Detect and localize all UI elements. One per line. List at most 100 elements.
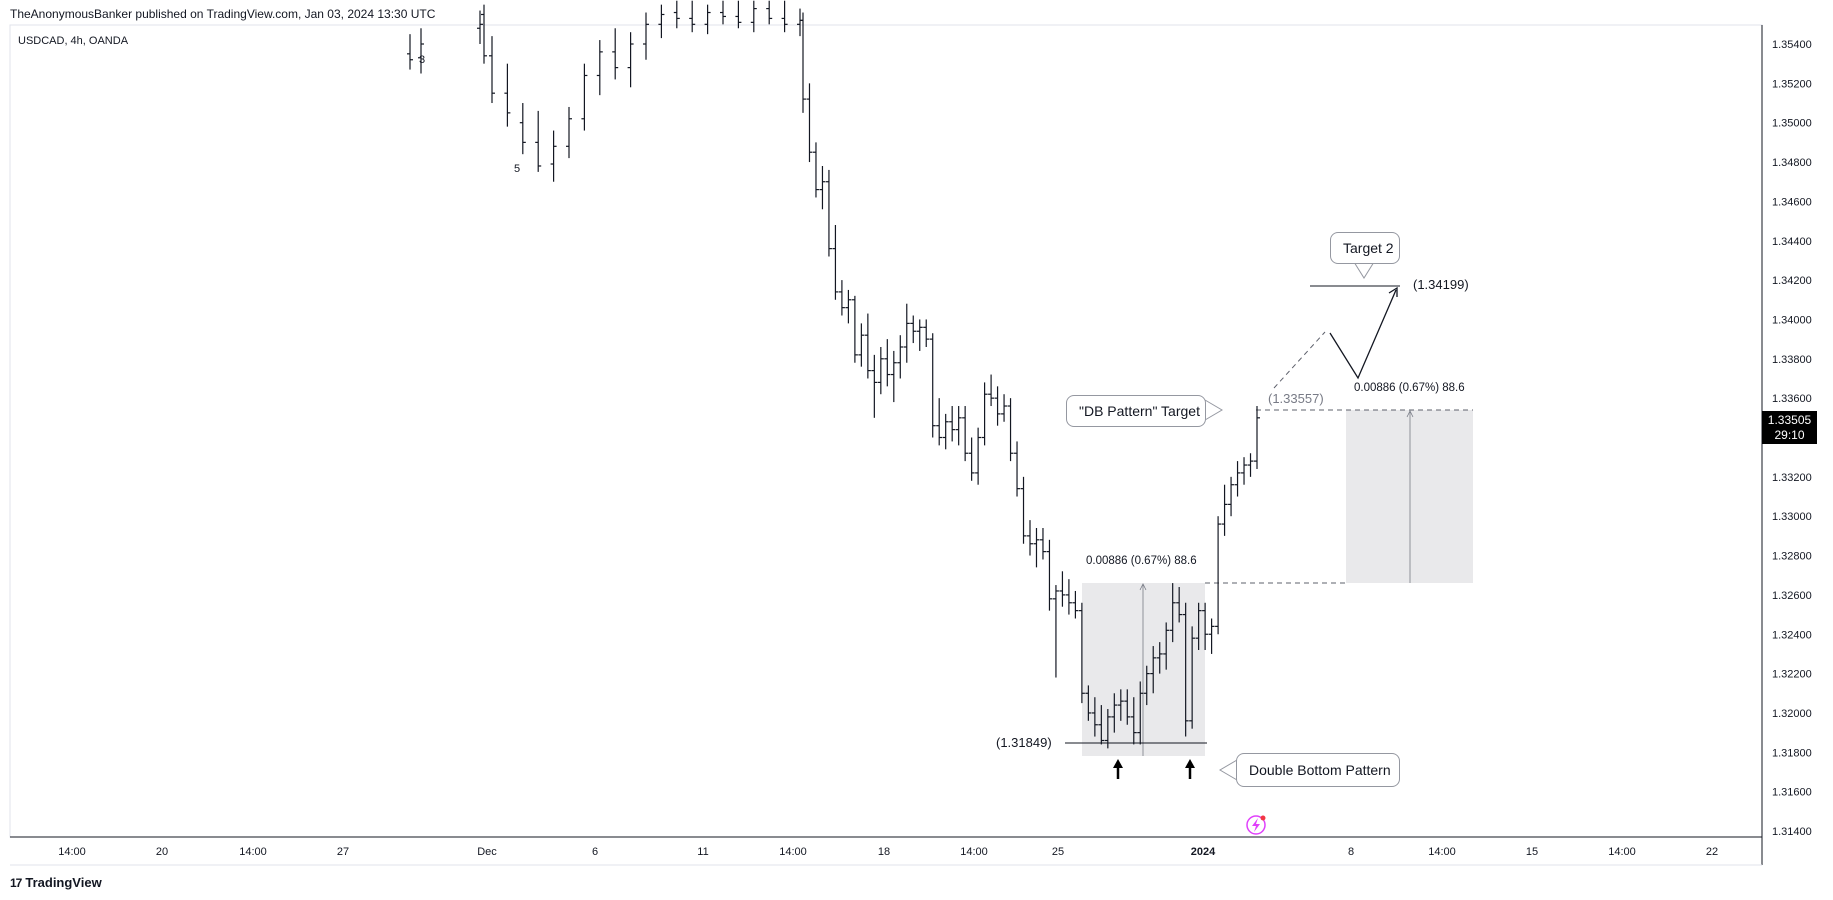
ohlc-bar (806, 83, 813, 163)
ohlc-bar (612, 28, 619, 80)
measure-box-left[interactable] (1082, 583, 1205, 756)
ohlc-bar (673, 0, 680, 29)
ohlc-bar (988, 374, 995, 407)
ohlc-bar (929, 333, 936, 438)
target2-price-label: (1.34199) (1413, 277, 1469, 292)
ohlc-bar (1104, 709, 1111, 749)
projection-zigzag[interactable] (1329, 289, 1397, 380)
ohlc-bar (704, 4, 711, 35)
ohlc-bar (627, 32, 634, 88)
projection-arrowhead (1388, 286, 1398, 297)
price-tick-label: 1.33600 (1772, 393, 1812, 405)
publish-info: TheAnonymousBanker published on TradingV… (10, 7, 436, 21)
price-tick-label: 1.33800 (1772, 354, 1812, 366)
price-tick-label: 1.34000 (1772, 314, 1812, 326)
ohlc-bar (858, 323, 865, 367)
tradingview-brand: TradingView (25, 875, 102, 890)
ohlc-bar (1033, 528, 1040, 568)
ohlc-bar (1014, 441, 1021, 497)
price-tick-label: 1.35400 (1772, 39, 1812, 51)
measure-right-label: 0.00886 (0.67%) 88.6 (1354, 382, 1465, 394)
ohlc-bar (890, 350, 897, 403)
price-tick-label: 1.35200 (1772, 78, 1812, 90)
ohlc-bar (1228, 476, 1235, 517)
arrow-up-icon (1113, 759, 1123, 779)
ohlc-bar (1065, 579, 1072, 615)
ohlc-bar (864, 313, 871, 379)
ohlc-bar (851, 295, 858, 363)
ohlc-bar (1111, 693, 1118, 733)
ohlc-bar (1221, 484, 1228, 536)
price-tick-label: 1.32200 (1772, 669, 1812, 681)
ohlc-bar (877, 346, 884, 395)
tradingview-logo[interactable]: 17 TradingView (10, 875, 102, 890)
projection-dashed[interactable] (1273, 331, 1326, 389)
measure-box-right[interactable] (1346, 410, 1473, 583)
time-tick-label: 14:00 (1608, 846, 1636, 858)
ohlc-bar (643, 12, 649, 60)
ohlc-bar (936, 398, 943, 446)
ohlc-bar (1130, 697, 1137, 745)
ohlc-bar (1001, 394, 1008, 422)
db-target-price-label: (1.33557) (1268, 391, 1324, 406)
plot-frame (9, 24, 1763, 838)
ohlc-bar (1241, 457, 1248, 485)
ohlc-bar (596, 40, 603, 96)
ohlc-bar (1085, 685, 1092, 721)
ohlc-bar (1195, 602, 1202, 650)
price-tick-label: 1.33000 (1772, 511, 1812, 523)
ohlc-bar (1143, 665, 1150, 706)
current-price: 1.33505 (1767, 413, 1812, 427)
time-tick-label: 14:00 (779, 846, 807, 858)
price-tick-label: 1.32000 (1772, 708, 1812, 720)
ohlc-bar (1117, 689, 1124, 721)
ohlc-bar (750, 0, 757, 33)
time-tick-label: 15 (1526, 846, 1538, 858)
ohlc-bar (407, 34, 413, 70)
ohlc-bar (1176, 587, 1183, 623)
ohlc-bar (949, 406, 956, 442)
ohlc-bar (481, 4, 487, 64)
ohlc-bar (550, 130, 557, 182)
ohlc-bar (1020, 476, 1027, 544)
ohlc-bar (1234, 461, 1241, 497)
db-target-callout[interactable]: "DB Pattern" Target (1066, 395, 1206, 427)
time-tick-label: 14:00 (1428, 846, 1456, 858)
lightning-event-icon[interactable] (1246, 815, 1266, 835)
time-tick-label: 20 (156, 846, 168, 858)
double-bottom-callout[interactable]: Double Bottom Pattern (1236, 753, 1400, 787)
time-axis-ticks: 14:00 20 14:00 27 Dec 6 11 14:00 18 14:00 25 2024 8 1… (58, 846, 1718, 858)
target2-callout-pointer (1353, 261, 1375, 279)
ohlc-bar (418, 28, 424, 74)
ohlc-bar (1027, 520, 1033, 556)
ohlc-bar (477, 10, 483, 44)
ohlc-bar (968, 437, 975, 481)
symbol-legend[interactable]: USDCAD, 4h, OANDA (18, 35, 129, 47)
ohlc-bar (845, 289, 852, 324)
ohlc-bar (1124, 689, 1131, 725)
ohlc-bar (981, 382, 988, 446)
ohlc-bar (884, 339, 891, 387)
ohlc-bar (819, 165, 826, 210)
price-tick-label: 1.32800 (1772, 551, 1812, 563)
ohlc-bar (838, 280, 845, 316)
ohlc-bar (832, 225, 839, 300)
ohlc-bar (1052, 585, 1059, 678)
ohlc-bar (566, 106, 572, 159)
ohlc-bar (781, 0, 788, 33)
neckline-price-label: (1.31849) (996, 735, 1052, 750)
ohlc-bar (923, 319, 930, 347)
time-tick-label: 2024 (1191, 846, 1216, 858)
ohlc-bar (689, 0, 696, 33)
ohlc-bar (720, 0, 726, 25)
price-tick-label: 1.31600 (1772, 787, 1812, 799)
time-tick-label: 25 (1052, 846, 1064, 858)
measure-left-label: 0.00886 (0.67%) 88.6 (1086, 555, 1197, 567)
ohlc-bar (1189, 626, 1196, 729)
bars-layer (407, 0, 1260, 749)
ohlc-bar (903, 303, 910, 363)
db-target-callout-pointer (1204, 399, 1223, 421)
target2-callout[interactable]: Target 2 (1330, 232, 1400, 264)
ohlc-bar (1156, 642, 1163, 674)
